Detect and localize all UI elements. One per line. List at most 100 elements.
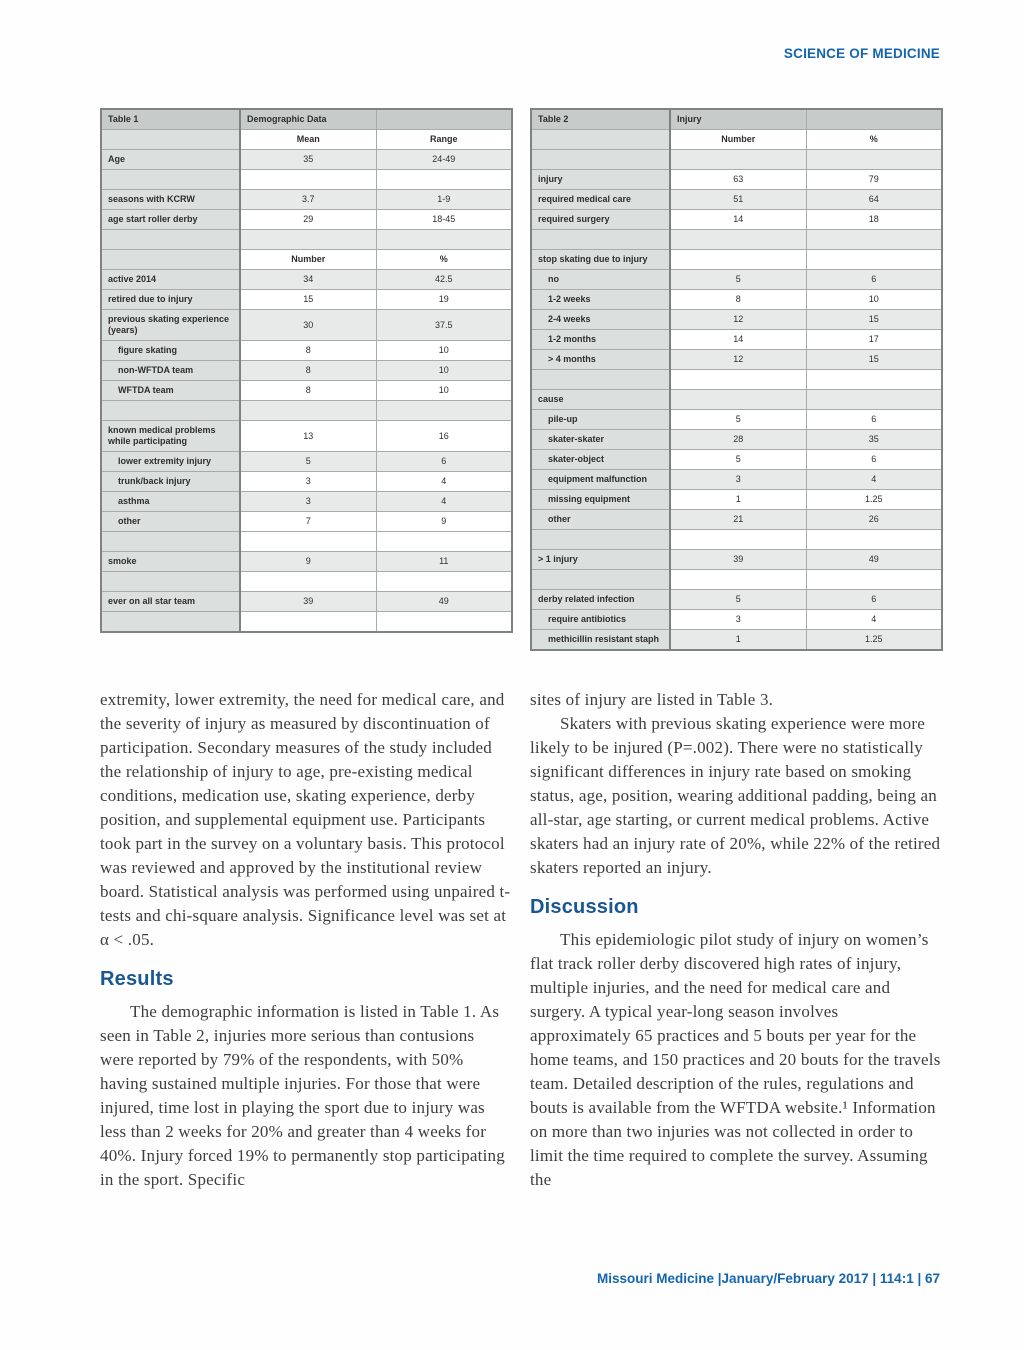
table-spacer-row <box>100 169 513 190</box>
cell-value: 6 <box>805 269 943 290</box>
table-row: 1-2 months 14 17 <box>530 329 943 350</box>
cell-value: 17 <box>805 329 943 350</box>
table-spacer-row <box>100 531 513 552</box>
cell-value: 30 <box>239 309 377 341</box>
table-row: > 4 months 12 15 <box>530 349 943 370</box>
cell-value: 49 <box>805 549 943 570</box>
cell-value: 35 <box>239 149 377 170</box>
cell-value: 3.7 <box>239 189 377 210</box>
cell-value: 26 <box>805 509 943 530</box>
cell-value <box>805 249 943 270</box>
cell-value: 3 <box>239 471 377 492</box>
row-label: Age <box>100 149 241 170</box>
table-row: equipment malfunction 3 4 <box>530 469 943 490</box>
cell-value: 12 <box>669 309 807 330</box>
table-row: trunk/back injury 3 4 <box>100 471 513 492</box>
table-row: asthma 3 4 <box>100 491 513 512</box>
cell-value: 35 <box>805 429 943 450</box>
cell-value <box>669 369 807 390</box>
row-label: 2-4 weeks <box>530 309 671 330</box>
row-label: pile-up <box>530 409 671 430</box>
table-row: Age 35 24-49 <box>100 149 513 170</box>
row-label: WFTDA team <box>100 380 241 401</box>
row-label: derby related infection <box>530 589 671 610</box>
row-label <box>100 249 241 270</box>
cell-value: 5 <box>239 451 377 472</box>
cell-value: 5 <box>669 449 807 470</box>
text-column-right: sites of injury are listed in Table 3. S… <box>530 688 942 1192</box>
page-footer: Missouri Medicine |January/February 2017… <box>597 1271 940 1286</box>
row-label: active 2014 <box>100 269 241 290</box>
table-title: Table 2 <box>530 108 671 130</box>
table-row: skater-object 5 6 <box>530 449 943 470</box>
row-label: seasons with KCRW <box>100 189 241 210</box>
table-row: lower extremity injury 5 6 <box>100 451 513 472</box>
cell-value: 39 <box>669 549 807 570</box>
table-row: injury 63 79 <box>530 169 943 190</box>
row-label <box>100 400 241 421</box>
table-row: 2-4 weeks 12 15 <box>530 309 943 330</box>
table-row: retired due to injury 15 19 <box>100 289 513 310</box>
cell-value <box>239 611 377 633</box>
table-title: Table 1 <box>100 108 241 130</box>
cell-value: 3 <box>669 469 807 490</box>
column-header: Number <box>669 129 807 150</box>
row-label: skater-skater <box>530 429 671 450</box>
table-row: skater-skater 28 35 <box>530 429 943 450</box>
cell-value: 18 <box>805 209 943 230</box>
cell-value: 18-45 <box>375 209 513 230</box>
running-head: SCIENCE OF MEDICINE <box>783 46 940 61</box>
table-row: age start roller derby 29 18-45 <box>100 209 513 230</box>
cell-value: 10 <box>375 380 513 401</box>
cell-value <box>375 229 513 250</box>
cell-value <box>239 169 377 190</box>
row-label <box>530 569 671 590</box>
table-row: active 2014 34 42.5 <box>100 269 513 290</box>
cell-value <box>669 529 807 550</box>
cell-value <box>805 389 943 410</box>
table-row: required medical care 51 64 <box>530 189 943 210</box>
table-subtitle: Demographic Data <box>239 108 377 130</box>
cell-value: 15 <box>239 289 377 310</box>
cell-value <box>805 569 943 590</box>
cell-value: 42.5 <box>375 269 513 290</box>
cell-value: 3 <box>239 491 377 512</box>
cell-value <box>805 529 943 550</box>
cell-value: 15 <box>805 349 943 370</box>
row-label: skater-object <box>530 449 671 470</box>
table-row: WFTDA team 8 10 <box>100 380 513 401</box>
table-header-empty-cell <box>805 108 943 130</box>
row-label <box>530 229 671 250</box>
table-row: known medical problems while participati… <box>100 420 513 452</box>
paragraph-skaters-experience: Skaters with previous skating experience… <box>530 714 941 877</box>
row-label: non-WFTDA team <box>100 360 241 381</box>
cell-value <box>375 531 513 552</box>
row-label: figure skating <box>100 340 241 361</box>
cell-value <box>239 531 377 552</box>
row-label <box>100 129 241 150</box>
table-row: ever on all star team 39 49 <box>100 591 513 612</box>
cell-value <box>239 400 377 421</box>
table-spacer-row <box>530 529 943 550</box>
paragraph-results: The demographic information is listed in… <box>100 1002 505 1189</box>
discussion-heading: Discussion <box>530 896 639 918</box>
cell-value: 21 <box>669 509 807 530</box>
cell-value: 64 <box>805 189 943 210</box>
cell-value <box>669 249 807 270</box>
table-row: previous skating experience (years) 30 37.… <box>100 309 513 341</box>
row-label: cause <box>530 389 671 410</box>
row-label: 1-2 months <box>530 329 671 350</box>
table-row: smoke 9 11 <box>100 551 513 572</box>
cell-value: 3 <box>669 609 807 630</box>
cell-value: 4 <box>375 491 513 512</box>
cell-value: 14 <box>669 329 807 350</box>
cell-value <box>375 611 513 633</box>
table-header-row: Table 2 Injury <box>530 108 943 130</box>
row-label: missing equipment <box>530 489 671 510</box>
text-column-left: extremity, lower extremity, the need for… <box>100 688 512 1192</box>
cell-value: 6 <box>805 409 943 430</box>
cell-value: 4 <box>805 469 943 490</box>
table-row: no 5 6 <box>530 269 943 290</box>
cell-value <box>375 571 513 592</box>
cell-value: 49 <box>375 591 513 612</box>
